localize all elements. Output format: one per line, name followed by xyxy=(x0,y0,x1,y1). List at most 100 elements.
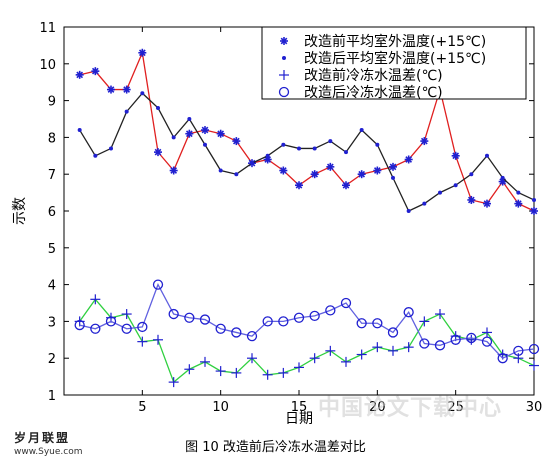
data-point-dot xyxy=(391,175,395,180)
data-point-asterisk xyxy=(169,166,178,175)
data-point-asterisk xyxy=(232,137,241,146)
data-point-plus xyxy=(215,366,226,377)
data-point-plus xyxy=(356,349,367,360)
data-point-plus xyxy=(309,353,320,364)
watermark-site-text: 中国论文下载中心 xyxy=(318,396,503,421)
data-point-dot xyxy=(77,128,82,133)
data-point-asterisk xyxy=(451,151,460,160)
data-point-circle xyxy=(231,327,242,338)
x-axis-title: 日期 xyxy=(285,411,313,427)
x-tick-label: 25 xyxy=(447,400,464,415)
legend-item: 改造前平均室外温度(+15℃) xyxy=(280,33,486,50)
data-point-circle xyxy=(419,338,430,349)
legend-label: 改造前冷冻水温差(℃) xyxy=(304,67,443,84)
data-point-dot xyxy=(203,142,207,147)
y-tick-label: 8 xyxy=(48,131,56,146)
data-point-plus xyxy=(278,367,289,378)
data-point-dot xyxy=(344,150,348,155)
watermark-logo: 岁月联盟 xyxy=(14,431,71,445)
y-tick-label: 6 xyxy=(48,205,56,220)
legend-item: 改造前冷冻水温差(℃) xyxy=(279,67,443,84)
series-line xyxy=(79,50,535,212)
series-line xyxy=(79,92,535,212)
data-point-circle xyxy=(481,336,493,347)
data-point-circle xyxy=(90,323,101,334)
data-point-asterisk xyxy=(514,199,523,208)
data-point-plus xyxy=(247,353,257,364)
data-point-dot xyxy=(281,142,286,147)
data-point-plus xyxy=(294,362,304,373)
legend: 改造前平均室外温度(+15℃)改造后平均室外温度(+15℃)改造前冷冻水温差(℃… xyxy=(261,26,527,101)
data-point-plus xyxy=(121,309,132,320)
data-point-asterisk xyxy=(420,137,429,146)
data-point-asterisk xyxy=(201,126,209,135)
legend-item: 改造后冷冻水温差(℃) xyxy=(278,84,443,101)
data-point-plus xyxy=(372,342,383,353)
data-point-asterisk xyxy=(138,48,147,57)
data-point-dot xyxy=(359,128,364,133)
x-tick-label: 30 xyxy=(526,400,543,415)
series-3 xyxy=(74,294,539,388)
y-tick-label: 5 xyxy=(48,242,56,257)
data-point-circle xyxy=(246,330,258,342)
y-tick-label: 2 xyxy=(48,352,56,367)
data-point-plus xyxy=(403,342,414,353)
y-tick-label: 9 xyxy=(48,95,56,110)
data-point-dot xyxy=(265,153,270,158)
data-point-circle xyxy=(121,323,132,334)
data-point-dot xyxy=(469,172,474,177)
data-point-plus xyxy=(529,360,539,371)
data-point-asterisk xyxy=(279,166,288,175)
data-point-asterisk xyxy=(373,166,382,175)
data-point-circle xyxy=(450,334,461,345)
data-point-circle xyxy=(497,353,508,364)
data-point-dot xyxy=(328,139,333,144)
data-point-plus xyxy=(419,316,430,327)
data-point-circle xyxy=(340,297,352,309)
data-point-asterisk xyxy=(280,37,288,45)
data-point-plus xyxy=(341,356,351,367)
data-point-circle xyxy=(293,312,305,323)
series-4 xyxy=(74,279,540,364)
data-point-asterisk xyxy=(122,85,131,94)
legend-box xyxy=(261,26,527,100)
data-point-plus xyxy=(279,70,289,80)
legend-label: 改造前平均室外温度(+15℃) xyxy=(304,33,486,50)
data-point-circle xyxy=(387,327,399,338)
data-point-dot xyxy=(218,168,223,173)
data-point-dot xyxy=(406,209,411,213)
data-point-plus xyxy=(200,356,210,367)
data-point-circle xyxy=(372,318,383,329)
data-point-asterisk xyxy=(342,181,350,190)
data-point-plus xyxy=(184,364,195,375)
y-tick-label: 3 xyxy=(48,315,56,330)
legend-item: 改造后平均室外温度(+15℃) xyxy=(282,50,486,67)
data-point-asterisk xyxy=(404,155,413,164)
legend-label: 改造后冷冻水温差(℃) xyxy=(304,84,443,101)
data-point-asterisk xyxy=(185,129,194,138)
data-point-asterisk xyxy=(263,155,272,164)
x-tick-label: 20 xyxy=(369,400,386,415)
series-2 xyxy=(77,91,536,213)
data-point-circle xyxy=(278,316,289,327)
data-point-dot xyxy=(375,142,380,147)
data-point-asterisk xyxy=(75,70,84,79)
data-point-circle xyxy=(403,307,414,318)
data-point-circle xyxy=(168,308,179,320)
y-tick-label: 11 xyxy=(39,21,56,36)
data-point-dot xyxy=(516,190,521,195)
series-line xyxy=(79,283,535,359)
data-point-circle xyxy=(434,340,446,351)
data-point-asterisk xyxy=(326,162,335,171)
data-point-asterisk xyxy=(216,129,225,138)
data-point-circle xyxy=(309,310,320,322)
data-point-plus xyxy=(153,334,163,345)
data-point-dot xyxy=(124,109,129,114)
data-point-asterisk xyxy=(389,162,397,171)
data-point-circle xyxy=(184,312,195,323)
data-point-dot xyxy=(453,183,458,188)
data-point-asterisk xyxy=(107,85,115,94)
data-point-asterisk xyxy=(310,170,319,179)
data-point-plus xyxy=(262,369,273,380)
y-tick-label: 1 xyxy=(48,389,56,404)
